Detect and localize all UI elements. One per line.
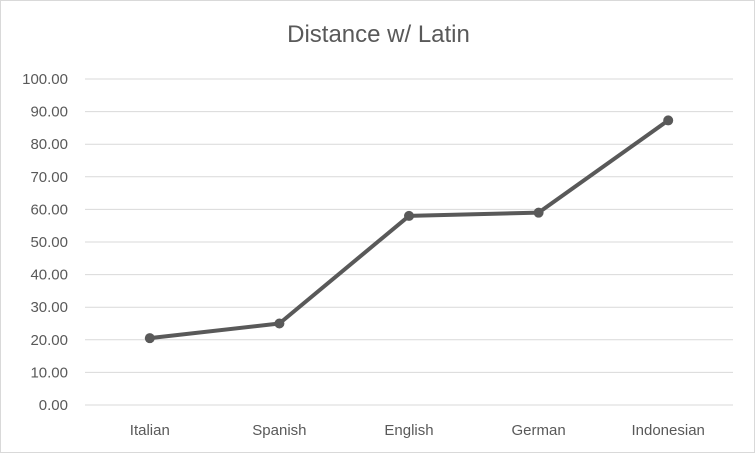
data-point <box>274 318 285 329</box>
y-tick-label: 10.00 <box>30 364 68 381</box>
y-tick-label: 70.00 <box>30 169 68 186</box>
x-tick-label: English <box>384 422 433 439</box>
data-point <box>404 210 414 221</box>
y-tick-label: 30.00 <box>30 299 68 316</box>
y-tick-label: 100.00 <box>22 71 68 88</box>
x-tick-label: Indonesian <box>631 422 704 439</box>
data-point <box>144 333 155 344</box>
y-tick-label: 60.00 <box>30 201 68 218</box>
x-tick-label: Italian <box>130 422 170 439</box>
y-tick-label: 80.00 <box>30 136 68 153</box>
y-tick-label: 20.00 <box>30 332 68 349</box>
y-tick-label: 90.00 <box>30 104 68 121</box>
series-line <box>147 118 671 341</box>
data-point <box>663 115 674 126</box>
y-tick-label: 40.00 <box>30 267 68 284</box>
y-tick-label: 0.00 <box>39 397 68 414</box>
x-tick-label: German <box>512 422 566 439</box>
x-tick-label: Spanish <box>252 422 306 439</box>
chart-title: Distance w/ Latin <box>287 21 470 48</box>
data-point <box>533 207 544 218</box>
y-tick-label: 50.00 <box>30 234 68 251</box>
